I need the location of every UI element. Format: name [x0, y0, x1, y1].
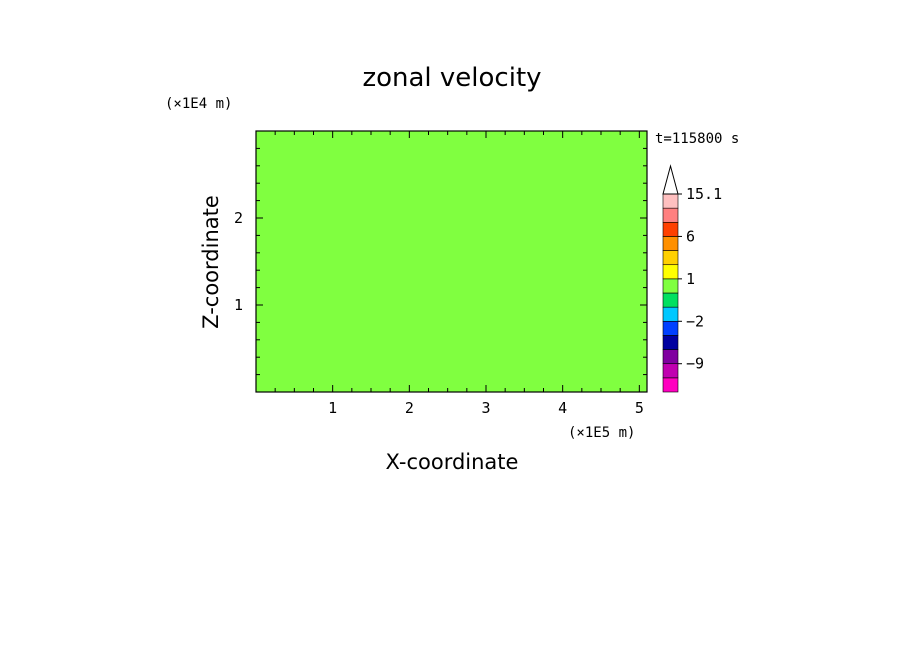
chart-title: zonal velocity: [362, 63, 541, 93]
time-label: t=115800 s: [655, 131, 739, 147]
colorbar-label: −2: [686, 312, 704, 330]
y-tick-label: 2: [234, 209, 243, 227]
colorbar-swatch: [662, 306, 679, 322]
x-tick-label: 5: [635, 399, 644, 417]
colorbar-swatch: [662, 335, 679, 350]
x-tick-label: 4: [558, 399, 567, 417]
colorbar-swatch: [662, 320, 679, 336]
y-multiplier-label: (×1E4 m): [165, 96, 232, 112]
contour-field: [256, 131, 647, 392]
plot-frame: [255, 130, 648, 393]
colorbar-swatch: [662, 264, 679, 280]
colorbar-swatch: [662, 377, 679, 393]
colorbar-label: 15.1: [686, 185, 722, 203]
colorbar-swatch: [662, 236, 679, 251]
colorbar-swatch: [662, 250, 679, 266]
x-tick-label: 1: [328, 399, 337, 417]
colorbar-swatch: [662, 221, 679, 237]
colorbar-extend-arrow: [662, 164, 679, 195]
colorbar-swatch: [662, 278, 679, 294]
field-region: [256, 131, 647, 392]
colorbar-swatch: [662, 292, 679, 308]
colorbar-label: 1: [686, 270, 695, 288]
x-tick-label: 2: [405, 399, 414, 417]
y-axis-label: Z-coordinate: [199, 195, 223, 329]
colorbar-swatch: [662, 363, 679, 379]
y-tick-label: 1: [234, 296, 243, 314]
x-axis: 1 2 3 4 5: [274, 131, 644, 417]
colorbar-label: −9: [686, 355, 704, 373]
x-tick-label: 3: [481, 399, 490, 417]
colorbar-swatch: [662, 193, 679, 209]
y-axis: 12: [234, 147, 647, 376]
colorbar-label: 6: [686, 227, 695, 245]
x-multiplier-label: (×1E5 m): [568, 425, 635, 441]
colorbar-swatch: [662, 207, 679, 223]
colorbar: 15.1 6 1 −2 −9: [662, 164, 722, 393]
x-axis-label: X-coordinate: [386, 450, 519, 474]
colorbar-swatch: [662, 349, 679, 365]
